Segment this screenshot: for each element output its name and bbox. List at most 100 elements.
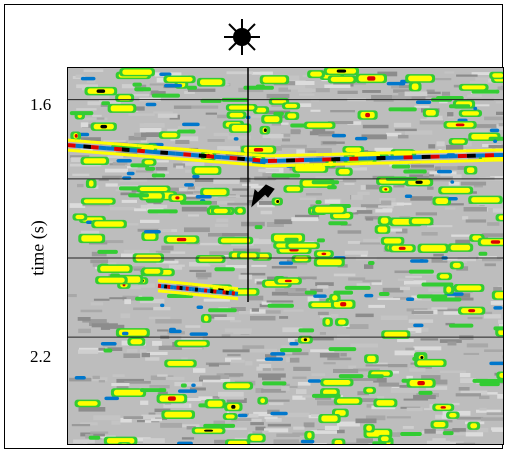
noise-texture <box>433 253 444 257</box>
noise-texture <box>397 339 414 343</box>
noise-texture <box>289 357 300 363</box>
amplitude-green <box>328 221 348 226</box>
amplitude-yellow <box>408 75 433 82</box>
y-axis-label: time (s) <box>27 220 48 276</box>
noise-texture <box>109 297 127 300</box>
noise-texture <box>189 387 206 391</box>
amplitude-green <box>315 200 322 205</box>
noise-texture <box>222 427 247 430</box>
noise-texture <box>268 402 284 406</box>
y-tick-label: 1.6 <box>30 95 52 114</box>
noise-texture <box>357 391 369 396</box>
noise-texture <box>381 200 392 206</box>
noise-texture <box>306 443 327 444</box>
noise-texture <box>309 131 335 136</box>
noise-texture <box>439 339 462 343</box>
noise-texture <box>365 364 394 367</box>
noise-texture <box>158 229 172 232</box>
noise-texture <box>484 349 503 352</box>
noise-texture <box>231 243 254 246</box>
noise-texture <box>426 89 435 93</box>
noise-texture <box>315 282 334 286</box>
noise-texture <box>333 81 354 87</box>
noise-texture <box>390 387 419 393</box>
noise-texture <box>397 278 414 281</box>
amplitude-yellow <box>110 105 134 112</box>
amplitude-yellow <box>144 233 156 240</box>
amplitude-yellow <box>164 411 193 418</box>
noise-texture <box>119 177 148 182</box>
amplitude-green <box>311 393 341 398</box>
noise-texture <box>134 84 147 89</box>
noise-texture <box>72 173 90 176</box>
noise-texture <box>324 425 340 430</box>
noise-texture <box>175 398 202 401</box>
amplitude-trough <box>145 102 157 107</box>
noise-texture <box>101 262 117 266</box>
noise-texture <box>283 309 304 312</box>
noise-texture <box>319 352 340 358</box>
noise-texture <box>175 165 184 169</box>
noise-texture <box>143 438 165 444</box>
noise-texture <box>121 84 135 89</box>
noise-texture <box>421 375 441 380</box>
noise-texture <box>374 147 394 152</box>
amplitude-yellow <box>203 189 227 195</box>
noise-texture <box>484 204 503 208</box>
noise-texture <box>262 399 290 402</box>
noise-texture <box>189 261 211 267</box>
noise-texture <box>273 439 299 444</box>
amplitude-trough <box>233 137 239 141</box>
noise-texture <box>76 84 98 89</box>
noise-texture <box>380 228 403 232</box>
noise-texture <box>342 207 367 213</box>
noise-texture <box>456 416 484 420</box>
reflector-dipping-reflector <box>129 143 138 148</box>
amplitude-green <box>408 269 434 274</box>
amplitude-yellow <box>499 372 503 378</box>
noise-texture <box>333 368 359 373</box>
noise-texture <box>387 185 413 188</box>
noise-texture <box>157 391 168 395</box>
reflector-dipping-reflector <box>244 162 253 167</box>
amplitude-trough <box>413 323 424 328</box>
amplitude-trough <box>386 81 406 86</box>
noise-texture <box>150 375 174 381</box>
noise-texture <box>182 162 205 166</box>
noise-texture <box>203 298 230 302</box>
noise-texture <box>170 136 199 142</box>
noise-texture <box>388 364 408 368</box>
reflector-dipping-reflector <box>206 154 215 159</box>
noise-texture <box>420 152 449 157</box>
amplitude-yellow <box>452 262 461 268</box>
noise-texture <box>110 207 136 211</box>
noise-texture <box>173 163 186 168</box>
noise-texture <box>271 291 289 296</box>
noise-texture <box>102 175 122 179</box>
noise-texture <box>459 373 471 378</box>
noise-texture <box>145 357 160 361</box>
noise-texture <box>393 296 416 300</box>
noise-texture <box>250 185 270 189</box>
noise-texture <box>276 433 300 437</box>
noise-texture <box>447 112 454 117</box>
noise-texture <box>428 288 451 292</box>
noise-texture <box>251 264 267 267</box>
amplitude-green <box>328 347 357 352</box>
amplitude-green <box>400 431 422 436</box>
noise-texture <box>245 361 253 366</box>
amplitude-trough <box>100 341 117 346</box>
noise-texture <box>312 88 330 93</box>
amplitude-yellow <box>220 238 251 243</box>
amplitude-yellow <box>498 329 503 336</box>
noise-texture <box>469 81 498 84</box>
noise-texture <box>403 398 429 401</box>
reflector-dipping-reflector <box>237 152 246 156</box>
noise-texture <box>238 274 253 280</box>
amplitude-yellow <box>332 295 338 301</box>
noise-texture <box>207 139 225 142</box>
amplitude-peak <box>417 381 425 386</box>
amplitude-green <box>177 129 196 134</box>
amplitude-trough <box>177 441 193 444</box>
reflector-dipping-reflector <box>144 149 153 154</box>
